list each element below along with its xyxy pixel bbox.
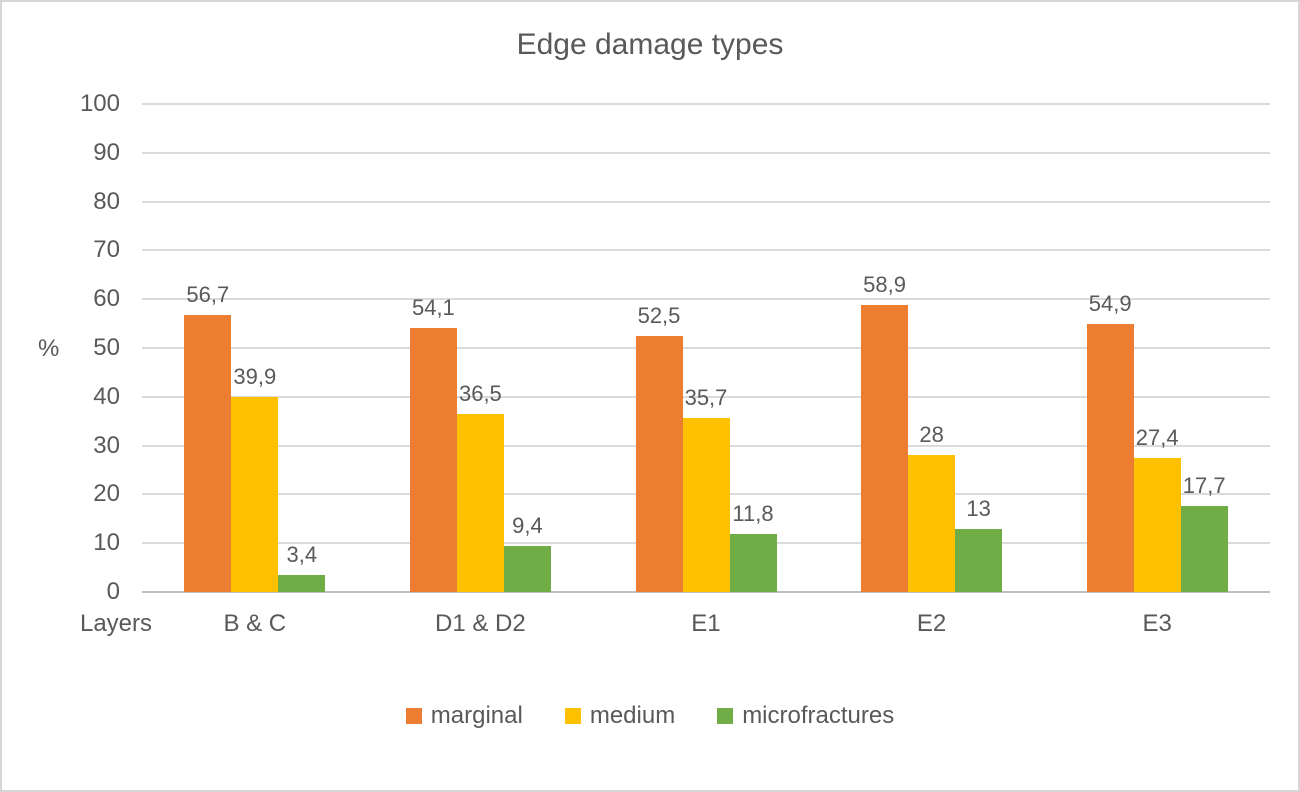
legend-label: microfractures <box>742 702 895 729</box>
data-label: 36,5 <box>458 380 502 406</box>
y-axis-tick-label: 80 <box>93 187 120 215</box>
legend-item-medium: medium <box>564 702 676 730</box>
microfractures-bar <box>955 528 1003 592</box>
y-axis-tick-label: 20 <box>93 480 120 508</box>
y-axis-tick-label: 70 <box>93 236 120 264</box>
y-axis-tick-label: 90 <box>93 138 120 166</box>
data-label: 11,8 <box>732 501 774 527</box>
category-label: B & C <box>223 610 287 637</box>
data-label: 52,5 <box>637 302 681 328</box>
marginal-bar <box>1086 324 1134 592</box>
legend-marker-icon <box>564 708 581 724</box>
gridline <box>142 347 1270 349</box>
legend-item-marginal: marginal <box>405 702 523 730</box>
data-label: 54,9 <box>1088 291 1132 317</box>
medium-bar <box>231 397 279 592</box>
legend-marker-icon <box>717 708 734 724</box>
microfractures-bar <box>1180 505 1228 592</box>
x-axis-title: Layers <box>79 610 153 637</box>
category-label: E3 <box>1142 610 1172 637</box>
gridline <box>142 151 1270 154</box>
data-label: 28 <box>919 422 944 448</box>
legend-marker-icon <box>405 708 422 724</box>
microfractures-bar <box>729 534 777 592</box>
gridline <box>142 395 1270 398</box>
legend: marginal medium microfractures <box>2 702 1298 730</box>
marginal-bar <box>184 315 232 592</box>
medium-bar <box>456 413 504 592</box>
y-axis-tick-label: 0 <box>106 578 120 605</box>
y-axis-tick-label: 60 <box>93 285 120 313</box>
gridline <box>142 249 1270 252</box>
data-label: 13 <box>966 495 991 521</box>
y-axis-tick-label: 10 <box>93 529 120 557</box>
gridline <box>142 103 1270 105</box>
chart-title: Edge damage types <box>516 28 784 61</box>
gridline <box>142 298 1270 301</box>
medium-bar <box>1133 458 1181 592</box>
y-axis-title: % <box>38 335 60 362</box>
microfractures-bar <box>503 546 551 592</box>
data-label: 56,7 <box>186 282 230 308</box>
y-axis-tick-label: 100 <box>79 90 120 117</box>
data-label: 39,9 <box>233 364 277 390</box>
medium-bar <box>682 417 730 592</box>
marginal-bar <box>861 304 909 592</box>
marginal-bar <box>635 335 683 592</box>
data-label: 54,1 <box>411 294 455 320</box>
legend-label: marginal <box>430 702 523 729</box>
marginal-bar <box>409 327 457 592</box>
data-label: 17,7 <box>1182 472 1226 498</box>
legend-item-microfractures: microfractures <box>717 702 894 730</box>
microfractures-bar <box>278 575 326 592</box>
medium-bar <box>908 455 956 592</box>
data-label: 27,4 <box>1135 425 1179 451</box>
x-axis-line <box>142 591 1270 593</box>
y-axis-tick-label: 50 <box>93 334 120 361</box>
category-label: E1 <box>691 610 721 637</box>
y-axis-tick-label: 30 <box>93 431 120 459</box>
category-label: D1 & D2 <box>435 610 526 637</box>
legend-label: medium <box>589 702 676 729</box>
data-label: 3,4 <box>286 542 318 568</box>
data-label: 9,4 <box>512 513 543 539</box>
gridline <box>142 200 1270 203</box>
y-axis-tick-label: 40 <box>93 382 120 410</box>
data-label: 58,9 <box>863 271 906 297</box>
data-label: 35,7 <box>684 384 728 410</box>
category-label: E2 <box>916 610 947 637</box>
